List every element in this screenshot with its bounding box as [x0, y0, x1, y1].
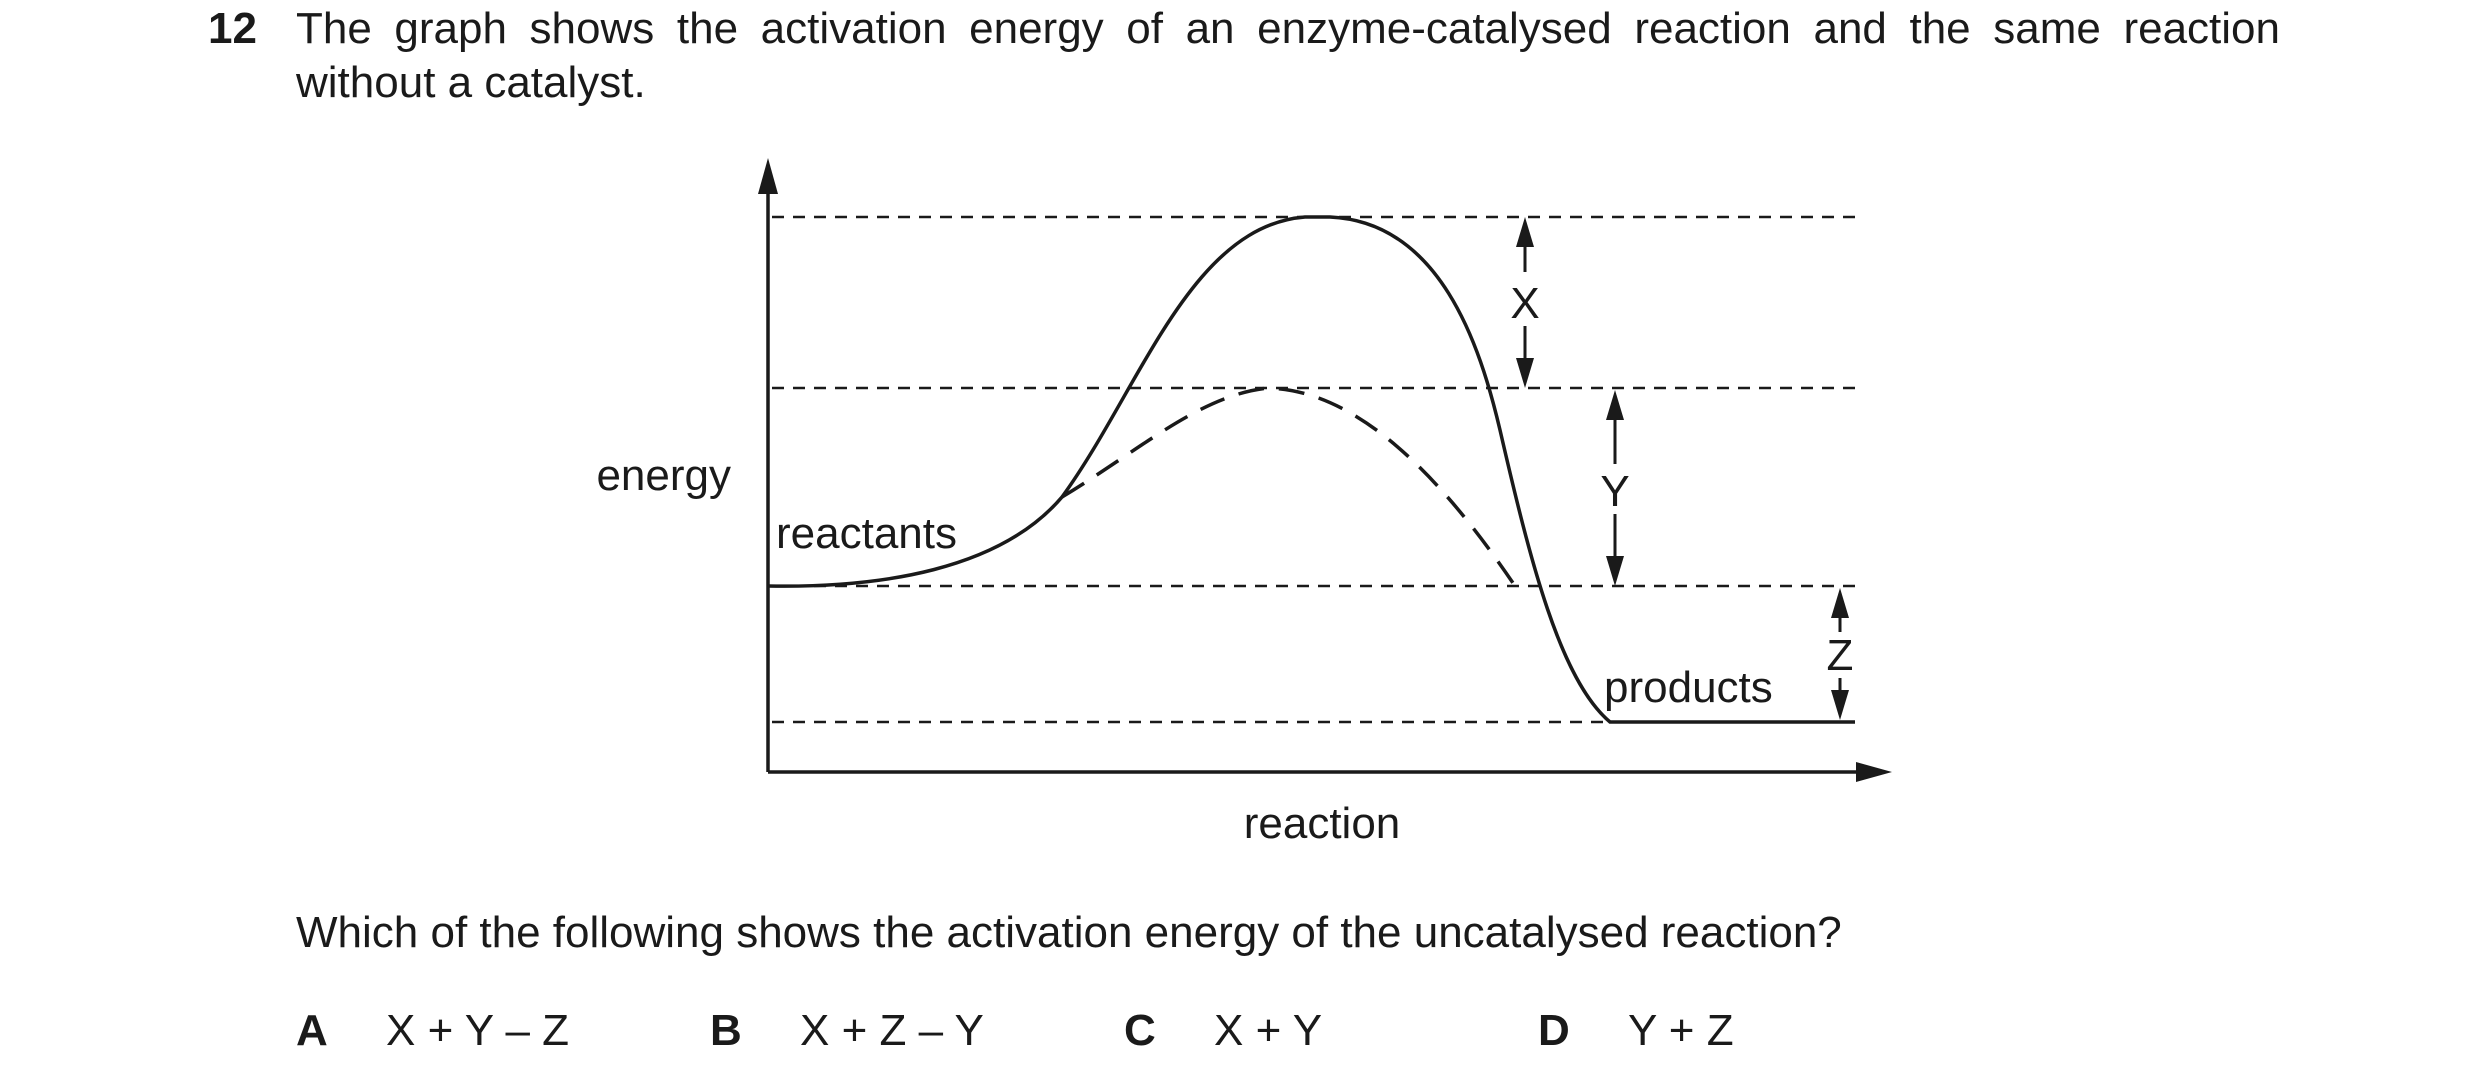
- option-b-text: X + Z – Y: [800, 1006, 984, 1055]
- reactants-label: reactants: [776, 509, 957, 558]
- option-d: D Y + Z: [1538, 1004, 1734, 1058]
- option-a-letter: A: [296, 1006, 328, 1055]
- option-c-letter: C: [1124, 1006, 1156, 1055]
- products-label: products: [1604, 663, 1773, 712]
- arrow-y-label: Y: [1600, 467, 1629, 516]
- question-number: 12: [208, 4, 257, 53]
- arrow-z-label: Z: [1827, 631, 1854, 680]
- arrow-x-label: X: [1510, 279, 1539, 328]
- option-b: B X + Z – Y: [710, 1004, 984, 1058]
- option-a-text: X + Y – Z: [386, 1006, 570, 1055]
- catalysed-curve: [1061, 386, 1517, 587]
- option-c: C X + Y: [1124, 1004, 1322, 1058]
- y-axis-arrowhead: [758, 158, 778, 194]
- y-axis-label: energy: [596, 451, 731, 500]
- option-b-letter: B: [710, 1006, 742, 1055]
- option-a: A X + Y – Z: [296, 1004, 569, 1058]
- option-d-text: Y + Z: [1628, 1006, 1734, 1055]
- arrow-z: Z: [1827, 588, 1854, 720]
- x-axis-label: reaction: [1244, 799, 1401, 848]
- x-axis-arrowhead: [1856, 762, 1892, 782]
- option-c-text: X + Y: [1214, 1006, 1323, 1055]
- reference-levels: [772, 215, 1858, 724]
- uncatalysed-curve: [767, 215, 1855, 724]
- question-stem: The graph shows the activation energy of…: [296, 4, 2280, 107]
- option-d-letter: D: [1538, 1006, 1570, 1055]
- arrow-x: X: [1510, 217, 1540, 388]
- question-prompt: Which of the following shows the activat…: [296, 908, 1842, 957]
- arrow-y: Y: [1600, 390, 1630, 586]
